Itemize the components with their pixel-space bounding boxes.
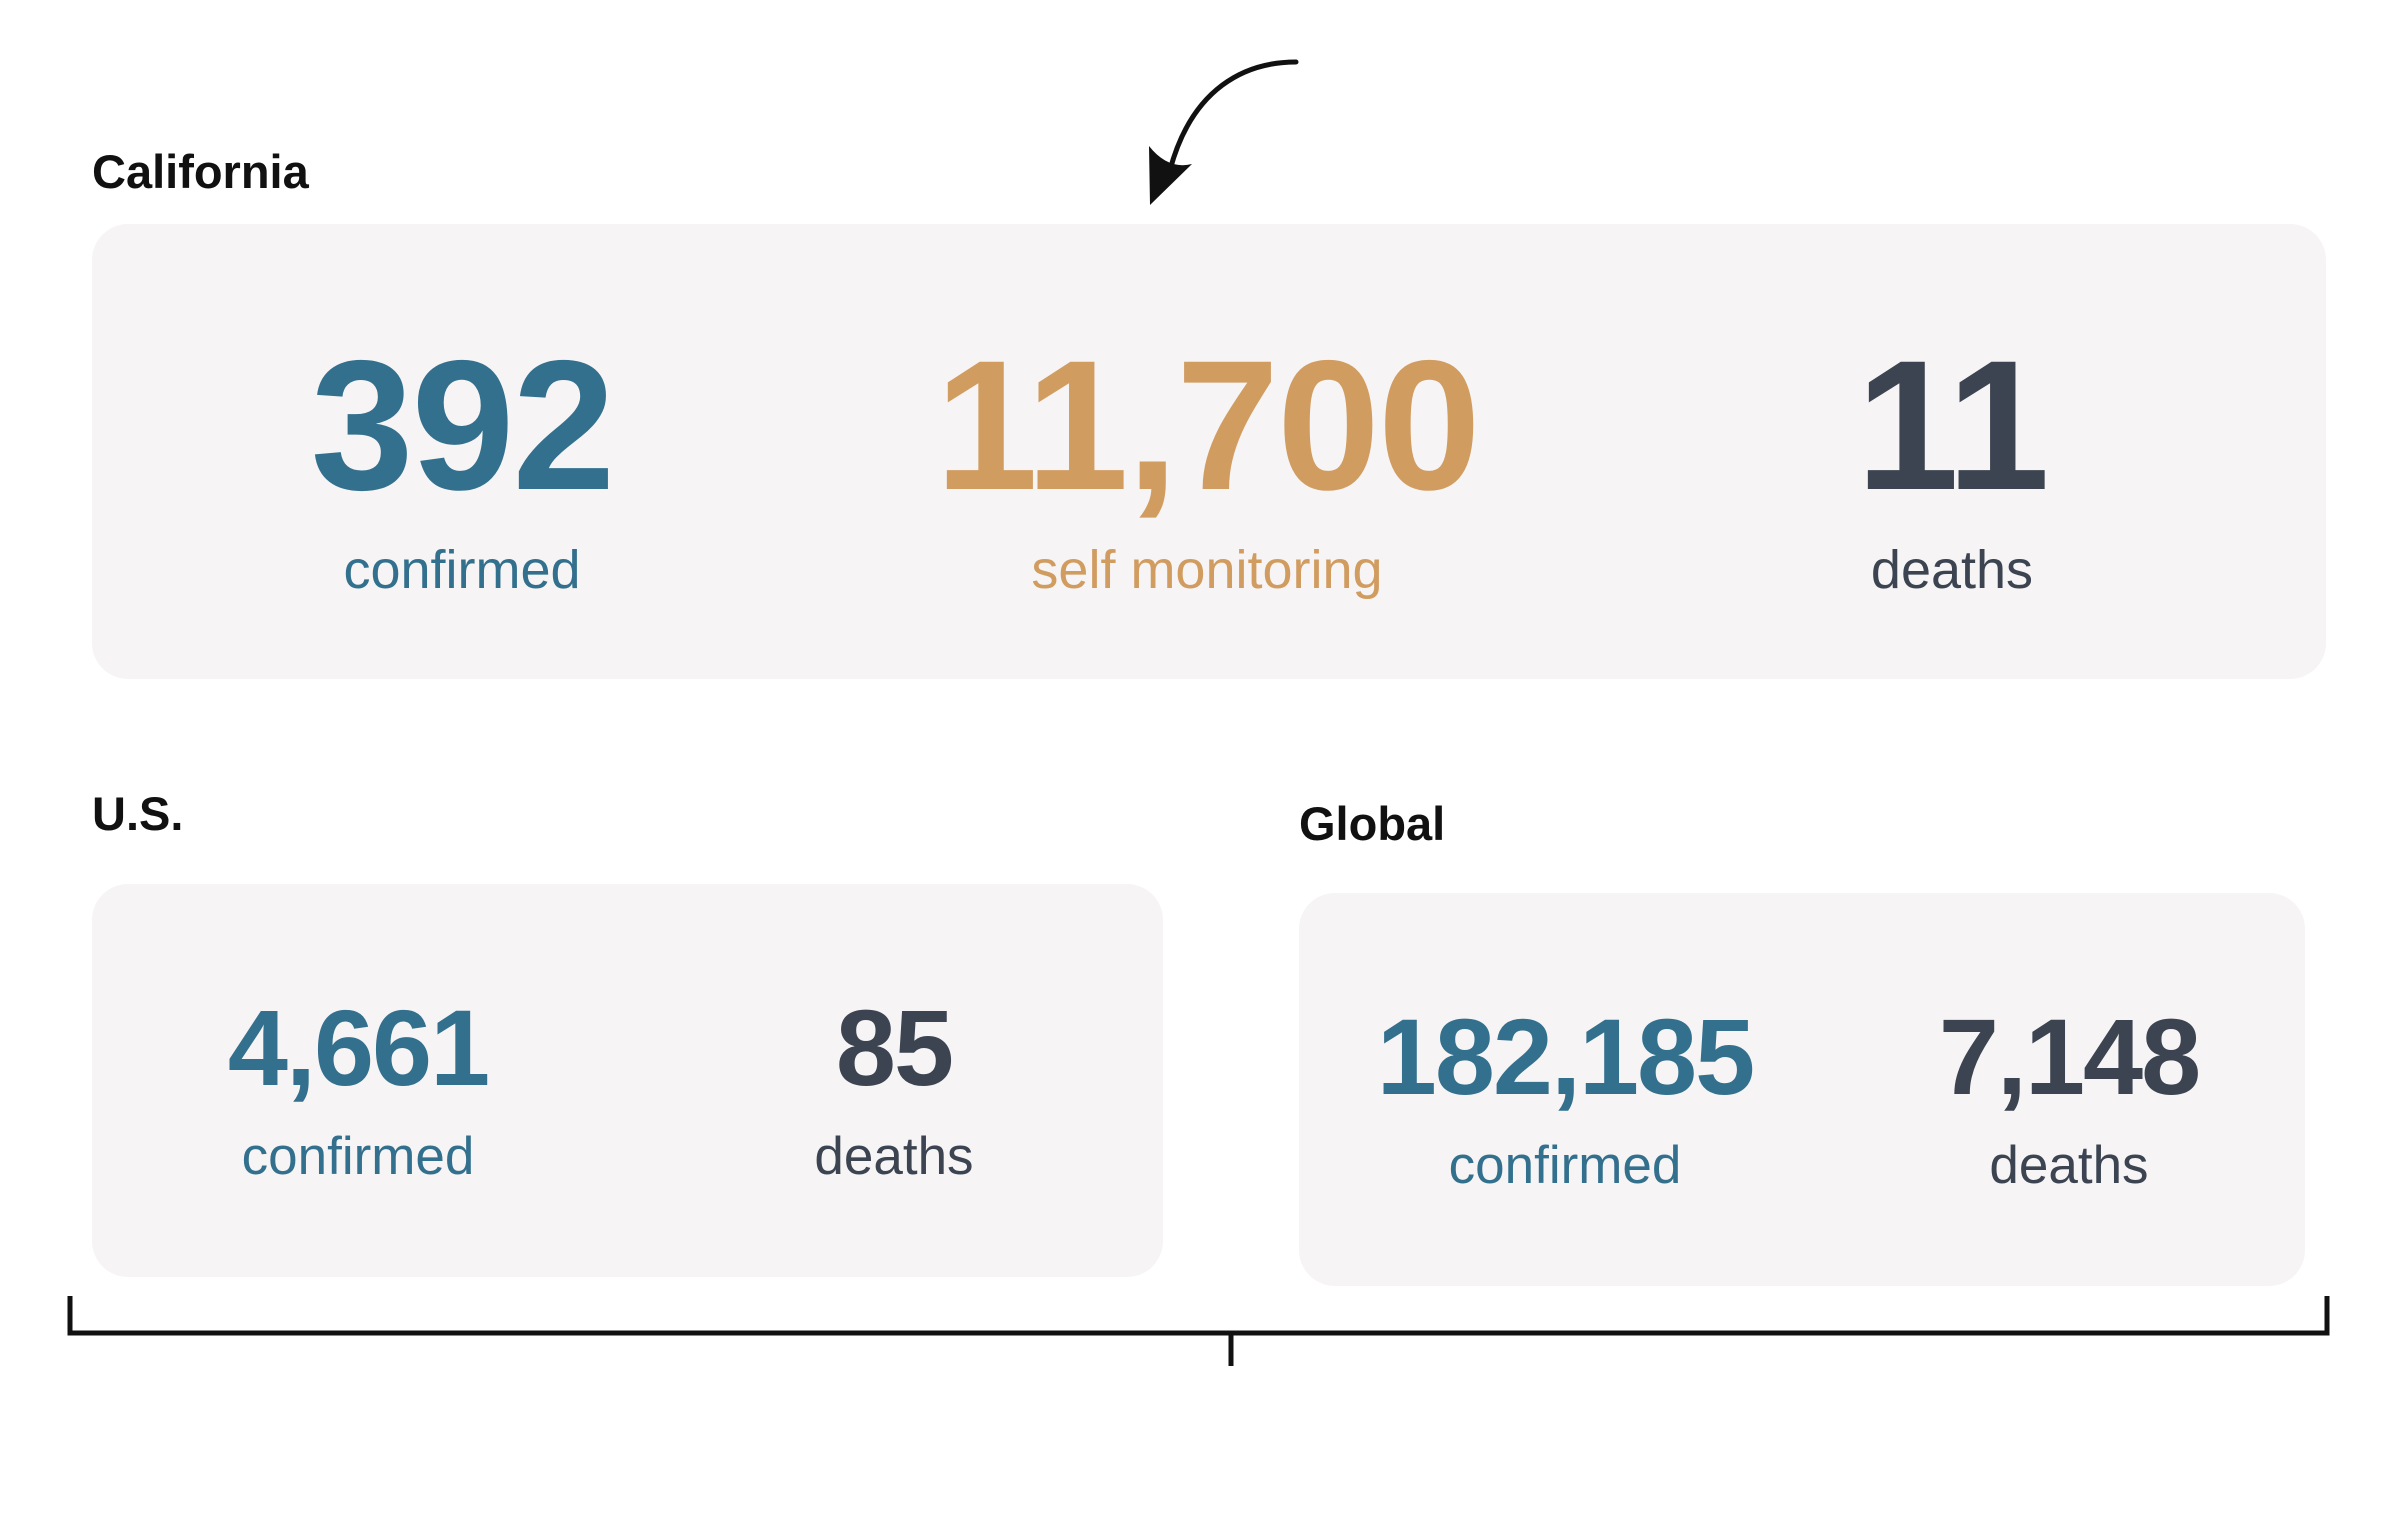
us-card: 4,661 confirmed 85 deaths	[92, 884, 1163, 1277]
california-confirmed-stat: 392 confirmed	[310, 323, 616, 600]
us-deaths-stat: 85 deaths	[814, 987, 974, 1186]
bracket-icon	[67, 1296, 2330, 1366]
california-title: California	[92, 145, 309, 198]
california-card: 392 confirmed 11,700 self monitoring 11 …	[92, 224, 2326, 679]
california-confirmed-label: confirmed	[343, 540, 581, 600]
curved-arrow-icon	[1149, 59, 1299, 205]
us-confirmed-stat: 4,661 confirmed	[227, 987, 490, 1186]
us-confirmed-label: confirmed	[241, 1127, 475, 1186]
california-confirmed-value: 392	[310, 323, 616, 529]
us-deaths-value: 85	[835, 987, 954, 1108]
global-deaths-stat: 7,148 deaths	[1938, 996, 2201, 1195]
california-deaths-label: deaths	[1870, 540, 2034, 600]
global-confirmed-stat: 182,185 confirmed	[1376, 996, 1755, 1195]
global-confirmed-label: confirmed	[1448, 1136, 1682, 1195]
global-title: Global	[1299, 797, 1446, 850]
global-deaths-label: deaths	[1989, 1136, 2149, 1195]
global-deaths-value: 7,148	[1938, 996, 2201, 1117]
california-self-monitoring-value: 11,700	[935, 323, 1481, 529]
california-deaths-value: 11	[1856, 323, 2050, 529]
us-confirmed-value: 4,661	[227, 987, 490, 1108]
california-deaths-stat: 11 deaths	[1856, 323, 2050, 600]
california-self-monitoring-stat: 11,700 self monitoring	[935, 323, 1481, 600]
us-title: U.S.	[92, 787, 184, 840]
us-deaths-label: deaths	[814, 1127, 974, 1186]
california-self-monitoring-label: self monitoring	[1031, 540, 1383, 600]
global-confirmed-value: 182,185	[1376, 996, 1755, 1117]
global-card: 182,185 confirmed 7,148 deaths	[1299, 893, 2305, 1286]
